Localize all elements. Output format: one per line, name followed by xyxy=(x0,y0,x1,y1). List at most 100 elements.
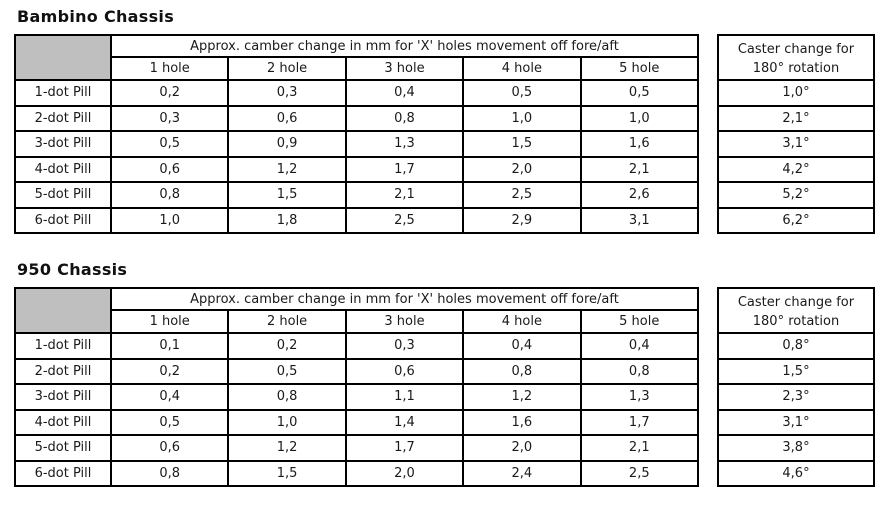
camber-value: 0,4 xyxy=(109,383,230,411)
caster-header-line2: 180° rotation xyxy=(752,313,840,329)
camber-value: 0,3 xyxy=(344,332,465,360)
camber-value: 0,4 xyxy=(344,79,465,107)
camber-value: 1,7 xyxy=(579,408,699,436)
caster-header: Caster change for 180° rotation xyxy=(716,287,875,334)
hole-header: 1 hole xyxy=(109,56,230,81)
hole-header: 2 hole xyxy=(227,309,347,334)
section-title-950: 950 Chassis xyxy=(17,260,128,279)
caster-value: 1,5° xyxy=(716,357,875,385)
table-row: 6,2° xyxy=(716,206,875,234)
camber-value: 2,9 xyxy=(462,206,582,234)
hole-header: 5 hole xyxy=(579,309,699,334)
camber-value: 0,8 xyxy=(109,181,230,209)
camber-value: 2,5 xyxy=(462,181,582,209)
camber-value: 1,1 xyxy=(344,383,465,411)
row-label: 5-dot Pill xyxy=(14,434,112,462)
table-row: 3,1° xyxy=(716,408,875,436)
camber-value: 1,6 xyxy=(579,130,699,158)
row-label: 4-dot Pill xyxy=(14,408,112,436)
camber-value: 0,6 xyxy=(109,155,230,183)
camber-value: 1,3 xyxy=(579,383,699,411)
table-row: 2,1° xyxy=(716,104,875,132)
bambino-camber-table: Approx. camber change in mm for 'X' hole… xyxy=(14,34,699,234)
caster-value: 4,2° xyxy=(716,155,875,183)
950-caster-table: Caster change for 180° rotation 0,8° 1,5… xyxy=(716,287,875,487)
camber-value: 1,0 xyxy=(462,104,582,132)
table-row: 0,8° xyxy=(716,332,875,360)
hole-header: 4 hole xyxy=(462,309,582,334)
camber-value: 1,5 xyxy=(462,130,582,158)
caster-value: 0,8° xyxy=(716,332,875,360)
caster-value: 3,1° xyxy=(716,408,875,436)
camber-value: 1,6 xyxy=(462,408,582,436)
camber-value: 0,5 xyxy=(109,408,230,436)
caster-value: 3,8° xyxy=(716,434,875,462)
camber-value: 1,7 xyxy=(344,434,465,462)
camber-value: 0,1 xyxy=(109,332,230,360)
camber-value: 0,9 xyxy=(227,130,347,158)
camber-value: 1,0 xyxy=(109,206,230,234)
hole-header: 1 hole xyxy=(109,309,230,334)
hole-header: 3 hole xyxy=(344,56,465,81)
table-row: 1-dot Pill 0,1 0,2 0,3 0,4 0,4 xyxy=(14,332,699,360)
camber-value: 2,5 xyxy=(344,206,465,234)
table-row: 4,6° xyxy=(716,459,875,487)
table-row: 2-dot Pill 0,2 0,5 0,6 0,8 0,8 xyxy=(14,357,699,385)
camber-value: 1,0 xyxy=(227,408,347,436)
camber-value: 1,5 xyxy=(227,181,347,209)
camber-value: 0,6 xyxy=(227,104,347,132)
table-row: 5,2° xyxy=(716,181,875,209)
table-row: 4-dot Pill 0,5 1,0 1,4 1,6 1,7 xyxy=(14,408,699,436)
table-row: 6-dot Pill 1,0 1,8 2,5 2,9 3,1 xyxy=(14,206,699,234)
table-row: 1,0° xyxy=(716,79,875,107)
table-row: 3,8° xyxy=(716,434,875,462)
camber-value: 1,2 xyxy=(227,434,347,462)
camber-value: 2,4 xyxy=(462,459,582,487)
table-row: 2,3° xyxy=(716,383,875,411)
caster-header-line1: Caster change for xyxy=(737,41,855,57)
table-row: 4,2° xyxy=(716,155,875,183)
table-row: 1-dot Pill 0,2 0,3 0,4 0,5 0,5 xyxy=(14,79,699,107)
camber-value: 0,3 xyxy=(109,104,230,132)
caster-header-line1: Caster change for xyxy=(737,294,855,310)
camber-value: 1,3 xyxy=(344,130,465,158)
caster-header-line2: 180° rotation xyxy=(752,60,840,76)
caster-value: 4,6° xyxy=(716,459,875,487)
950-tables-row: Approx. camber change in mm for 'X' hole… xyxy=(14,287,885,487)
row-label: 1-dot Pill xyxy=(14,79,112,107)
camber-header: Approx. camber change in mm for 'X' hole… xyxy=(110,287,699,311)
camber-value: 0,5 xyxy=(109,130,230,158)
camber-value: 2,1 xyxy=(579,434,699,462)
caster-value: 3,1° xyxy=(716,130,875,158)
corner-cell xyxy=(14,34,112,81)
caster-value: 5,2° xyxy=(716,181,875,209)
row-label: 2-dot Pill xyxy=(14,357,112,385)
camber-value: 0,3 xyxy=(227,79,347,107)
bambino-section: Bambino Chassis Approx. camber change in… xyxy=(14,7,885,234)
camber-value: 0,2 xyxy=(109,357,230,385)
camber-value: 0,8 xyxy=(344,104,465,132)
hole-header: 2 hole xyxy=(227,56,347,81)
camber-value: 0,2 xyxy=(109,79,230,107)
camber-value: 1,8 xyxy=(227,206,347,234)
camber-value: 0,6 xyxy=(109,434,230,462)
950-section: 950 Chassis Approx. camber change in mm … xyxy=(14,260,885,487)
camber-value: 2,0 xyxy=(462,434,582,462)
camber-value: 0,6 xyxy=(344,357,465,385)
row-label: 5-dot Pill xyxy=(14,181,112,209)
caster-value: 2,1° xyxy=(716,104,875,132)
bambino-tables-row: Approx. camber change in mm for 'X' hole… xyxy=(14,34,885,234)
row-label: 6-dot Pill xyxy=(14,206,112,234)
caster-value: 1,0° xyxy=(716,79,875,107)
camber-value: 0,4 xyxy=(462,332,582,360)
row-label: 4-dot Pill xyxy=(14,155,112,183)
table-row: 3-dot Pill 0,4 0,8 1,1 1,2 1,3 xyxy=(14,383,699,411)
table-row: 3-dot Pill 0,5 0,9 1,3 1,5 1,6 xyxy=(14,130,699,158)
camber-value: 2,0 xyxy=(462,155,582,183)
950-camber-table: Approx. camber change in mm for 'X' hole… xyxy=(14,287,699,487)
camber-value: 0,5 xyxy=(579,79,699,107)
camber-header: Approx. camber change in mm for 'X' hole… xyxy=(110,34,699,58)
camber-value: 1,2 xyxy=(462,383,582,411)
camber-value: 0,8 xyxy=(462,357,582,385)
